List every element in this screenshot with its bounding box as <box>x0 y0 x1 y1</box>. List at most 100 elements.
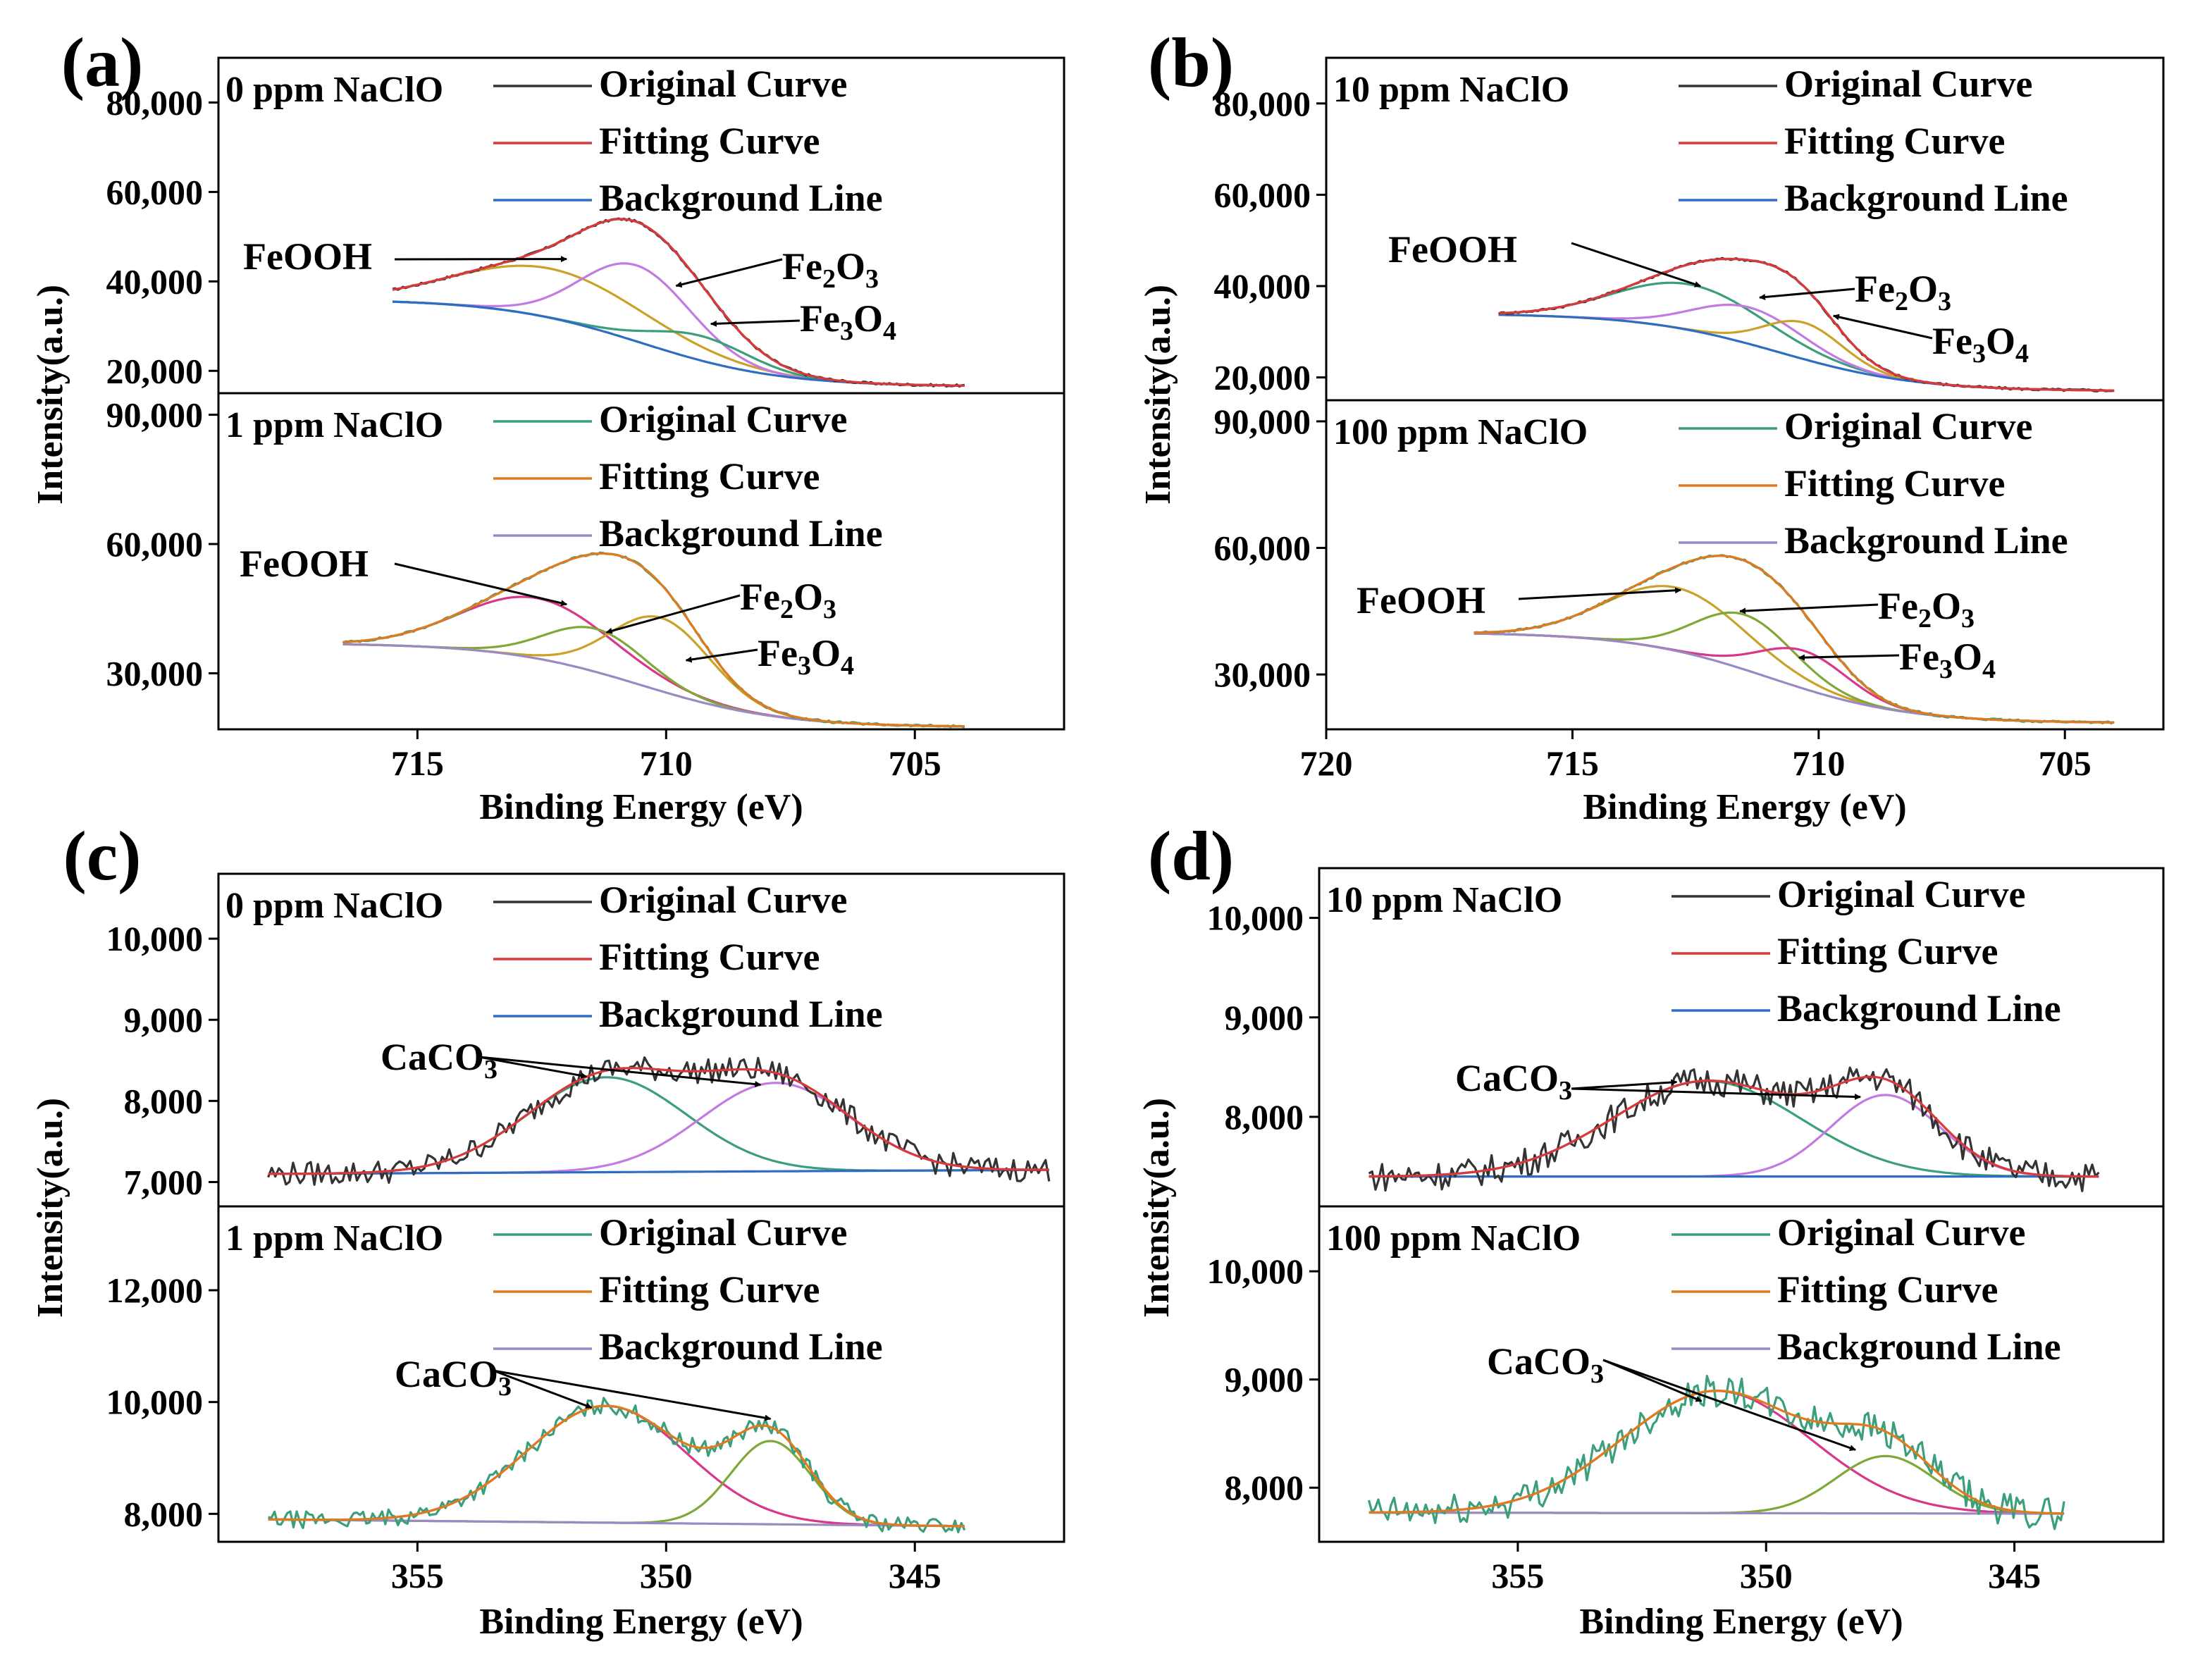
legend-entry: Background Line <box>599 993 883 1035</box>
y-tick-label: 12,000 <box>106 1271 204 1310</box>
formula-part: O <box>853 297 883 340</box>
formula-part: Fe <box>1932 320 1972 362</box>
peak-curve-feooh <box>1473 585 2115 724</box>
sample-label: 100 ppm NaClO <box>1333 412 1588 452</box>
formula-part: CaCO <box>381 1036 484 1078</box>
legend-entry: Original Curve <box>1777 873 2025 915</box>
formula-part: 3 <box>840 316 853 346</box>
formula-part: 3 <box>1559 1076 1572 1106</box>
fitting-curve <box>1368 1389 2065 1515</box>
annotation-arrow <box>1602 1359 1856 1452</box>
annotation-arrow <box>685 648 758 663</box>
y-tick-label: 90,000 <box>106 395 204 435</box>
x-tick-label: 350 <box>640 1556 693 1595</box>
legend-entry: Background Line <box>1784 177 2068 219</box>
fitting-curve <box>268 1404 965 1528</box>
annotation-arrow <box>394 562 567 607</box>
legend-entry: Original Curve <box>599 398 847 440</box>
formula-part: 4 <box>883 316 896 346</box>
y-tick-label: 9,000 <box>1225 998 1304 1037</box>
formula-part: O <box>793 576 823 618</box>
x-tick-label: 720 <box>1300 743 1353 783</box>
sample-label: 1 ppm NaClO <box>225 405 443 445</box>
x-tick-label: 715 <box>1546 743 1599 783</box>
y-tick-label: 10,000 <box>1207 898 1304 938</box>
legend-entry: Fitting Curve <box>1784 120 2005 162</box>
y-tick-label: 30,000 <box>1214 655 1311 694</box>
legend-entry: Original Curve <box>1777 1211 2025 1254</box>
fitting-curve <box>1498 257 2115 392</box>
subplot-frame <box>217 392 1065 731</box>
sample-label: 10 ppm NaClO <box>1333 70 1569 110</box>
annotation-arrow <box>1518 587 1682 600</box>
formula-part: 3 <box>1939 655 1953 684</box>
annotation-label: FeOOH <box>240 543 369 585</box>
formula-part: 3 <box>823 595 836 624</box>
formula-part: Fe <box>1899 636 1939 678</box>
annotation-arrow <box>1798 654 1900 661</box>
x-tick-label: 345 <box>1988 1556 2041 1595</box>
y-tick-label: 60,000 <box>106 172 204 211</box>
legend-entry: Fitting Curve <box>599 455 820 497</box>
sample-label: 0 ppm NaClO <box>225 886 443 926</box>
formula-part: 3 <box>1938 287 1951 316</box>
formula-part: 2 <box>822 264 836 294</box>
legend-entry: Background Line <box>599 177 883 219</box>
y-tick-label: 80,000 <box>106 82 204 122</box>
background-line <box>268 1168 1049 1175</box>
x-tick-label: 710 <box>640 743 693 783</box>
formula-part: Fe <box>740 576 780 618</box>
y-tick-label: 40,000 <box>1214 266 1311 306</box>
annotation-label: Fe2O3 <box>740 576 836 624</box>
formula-part: CaCO <box>395 1353 498 1395</box>
original-curve <box>268 1397 966 1533</box>
y-tick-label: 10,000 <box>106 919 204 958</box>
annotation-arrow <box>1832 314 1933 340</box>
x-tick-label: 715 <box>391 743 444 783</box>
panel-letter: (d) <box>1148 817 1234 895</box>
annotation-label: CaCO3 <box>1487 1340 1604 1389</box>
formula-part: 2 <box>780 595 793 624</box>
subplot: 20,000 40,000 60,000 80,000 10 ppm NaClO Orig… <box>1214 56 2165 402</box>
y-axis-label: Intensity(a.u.) <box>30 1098 70 1318</box>
legend-entry: Original Curve <box>1784 405 2032 447</box>
annotation-label: Fe3O4 <box>1932 320 2029 369</box>
y-tick-label: 8,000 <box>1225 1097 1304 1137</box>
legend-entry: Fitting Curve <box>599 1268 820 1311</box>
x-tick-label: 705 <box>2039 743 2091 783</box>
annotation-label: FeOOH <box>1388 228 1517 271</box>
formula-part: Fe <box>758 632 798 674</box>
y-tick-label: 40,000 <box>106 261 204 301</box>
panel-letter: (c) <box>63 817 142 895</box>
y-tick-label: 60,000 <box>1214 175 1311 214</box>
formula-part: 3 <box>484 1055 498 1084</box>
panel-b: (b) Intensity(a.u.) Binding Energy (eV) 720… <box>1138 23 2165 827</box>
legend-entry: Background Line <box>1777 987 2061 1030</box>
fitting-curve <box>392 218 965 387</box>
formula-part: 3 <box>1972 339 1986 369</box>
x-axis-label: Binding Energy (eV) <box>1579 1602 1903 1642</box>
x-axis-label: Binding Energy (eV) <box>1583 787 1906 827</box>
subplot: 8,000 9,000 10,000 100 ppm NaClO Original Cu… <box>1207 1205 2165 1543</box>
legend-entry: Fitting Curve <box>599 936 820 978</box>
y-tick-label: 20,000 <box>106 351 204 390</box>
formula-part: O <box>1908 268 1938 310</box>
formula-part: O <box>811 632 841 674</box>
annotation-arrow <box>1571 1087 1862 1100</box>
legend-entry: Original Curve <box>599 63 847 105</box>
y-axis-label: Intensity(a.u.) <box>1138 285 1178 505</box>
peak-curve-caco3 <box>1368 1094 2099 1178</box>
panel-c: (c) Intensity(a.u.) Binding Energy (eV) 355… <box>30 817 1065 1642</box>
x-tick-label: 710 <box>1792 743 1845 783</box>
y-tick-label: 60,000 <box>106 524 204 564</box>
y-tick-label: 80,000 <box>1214 84 1311 123</box>
sample-label: 0 ppm NaClO <box>225 70 443 110</box>
y-tick-label: 9,000 <box>124 1000 204 1039</box>
fitting-curve <box>268 1067 1049 1175</box>
annotation-arrow <box>1759 288 1855 300</box>
annotation-arrow <box>710 319 801 327</box>
sample-label: 10 ppm NaClO <box>1326 880 1562 920</box>
annotation-arrow <box>1571 1079 1678 1090</box>
subplot: 8,000 9,000 10,000 10 ppm NaClO Original Cur… <box>1207 867 2165 1208</box>
